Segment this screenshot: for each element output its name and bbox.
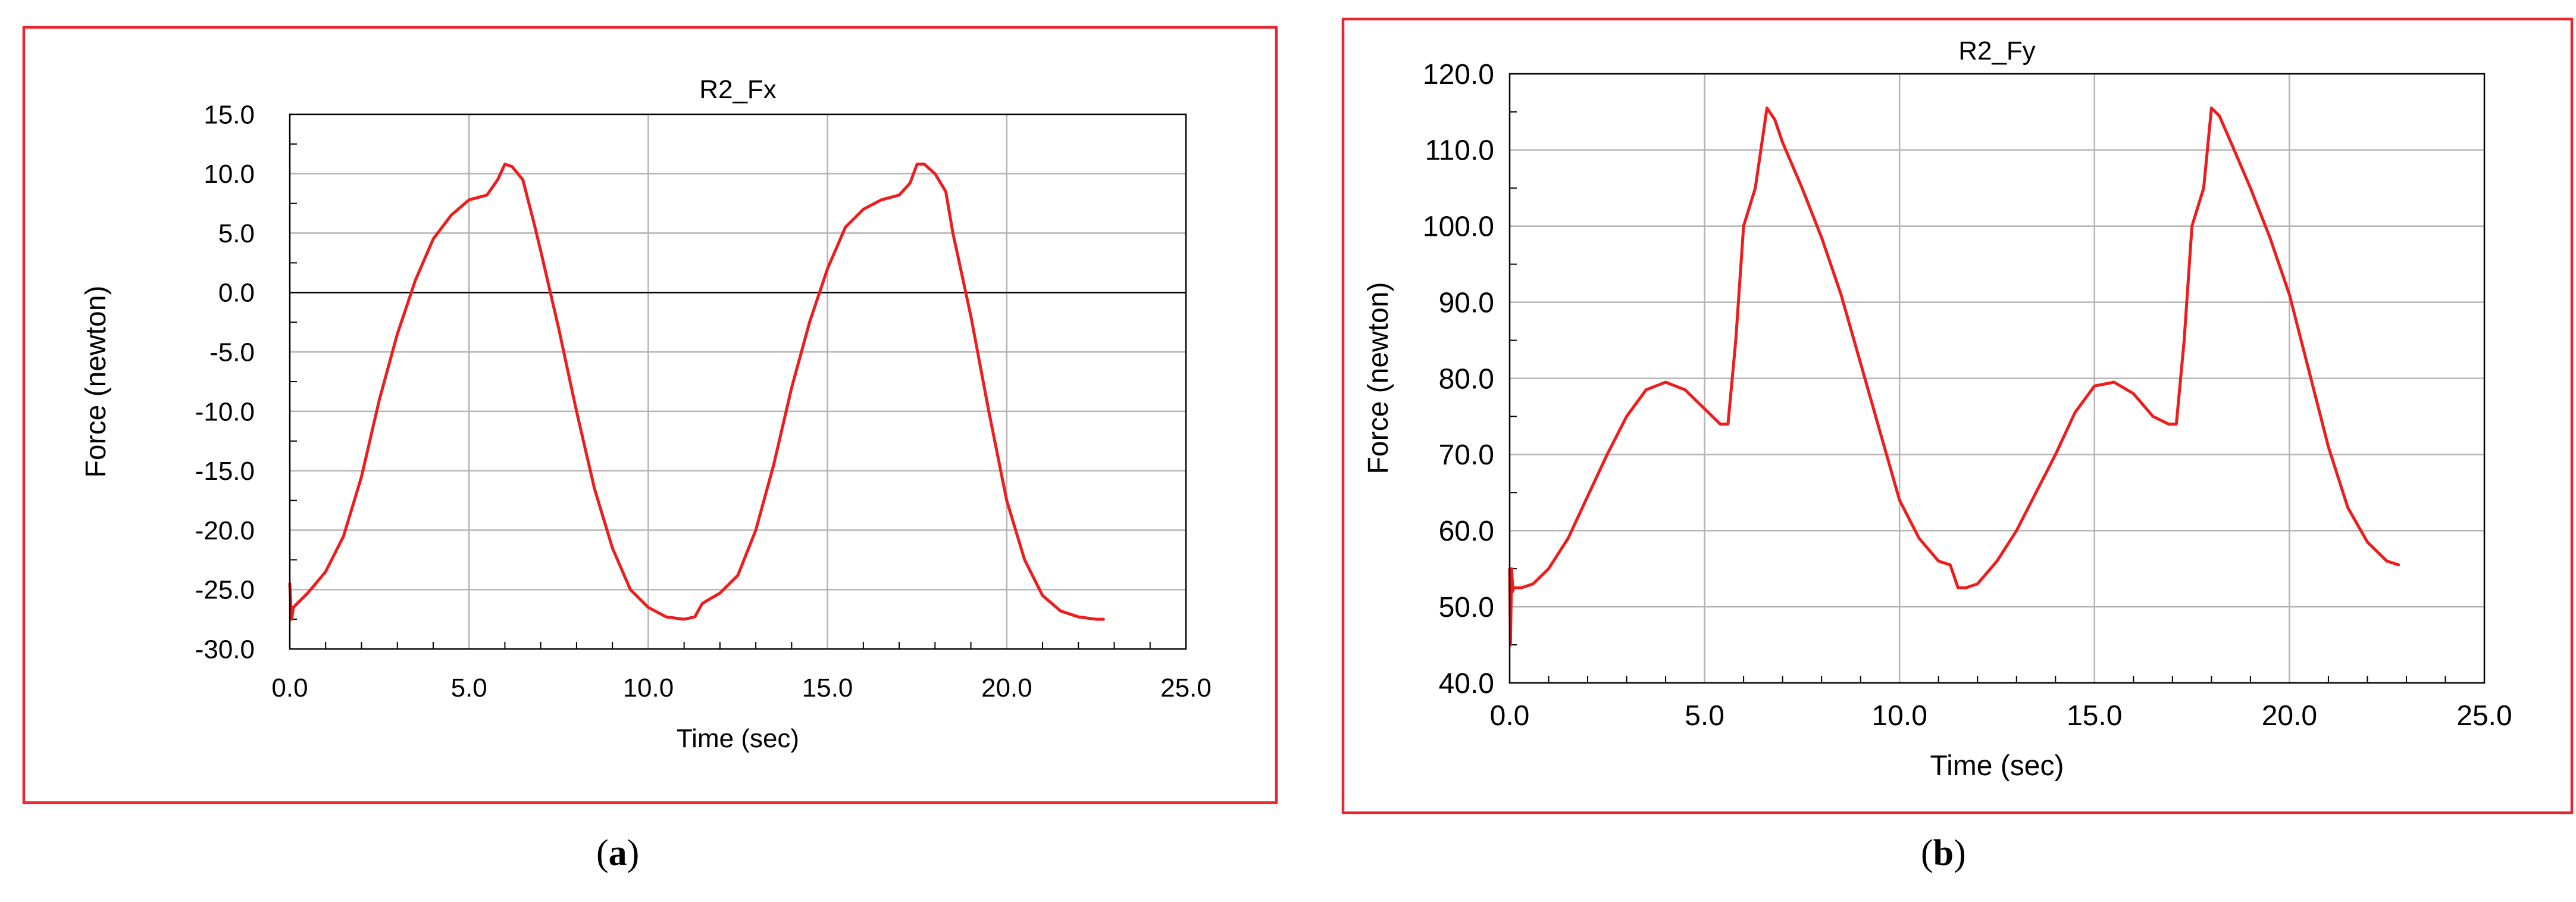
ticks-a	[290, 143, 1151, 649]
caption-a: (a)	[596, 833, 640, 873]
series-line-a	[288, 163, 1105, 621]
x-tick-label: 15.0	[2067, 700, 2122, 732]
y-tick-label: -25.0	[195, 576, 255, 605]
tick-labels-a: 0.0 5.0 10.0 15.0 20.0 25.0 15.0 10.0 5.0 0.0 -5.0…	[195, 100, 1212, 703]
caption-b: (b)	[1921, 833, 1966, 873]
chart-a: 0.0 5.0 10.0 15.0 20.0 25.0 15.0 10.0 5.0 0.0 -5.0…	[22, 26, 1278, 804]
plot-border-b	[1508, 73, 2486, 684]
y-tick-label: -20.0	[195, 516, 255, 545]
x-tick-label: 5.0	[1685, 700, 1724, 732]
tick-labels-b: 0.0 5.0 10.0 15.0 20.0 25.0 120.0 110.0 100.0 90.…	[1423, 59, 2512, 732]
y-tick-label: 15.0	[204, 100, 255, 129]
grid-b	[1510, 74, 2484, 683]
caption-letter-b: b	[1933, 833, 1954, 873]
y-tick-label: 80.0	[1439, 363, 1494, 395]
y-tick-label: 120.0	[1423, 59, 1494, 90]
y-tick-label: 60.0	[1439, 516, 1494, 547]
x-tick-label: 20.0	[981, 673, 1032, 703]
y-tick-label: 110.0	[1425, 135, 1494, 167]
y-tick-label: -5.0	[209, 338, 255, 367]
x-axis-label-b: Time (sec)	[1930, 750, 2064, 782]
x-tick-label: 0.0	[1490, 700, 1530, 732]
caption-letter-a: a	[608, 833, 627, 873]
y-axis-label-a: Force (newton)	[80, 286, 112, 478]
y-tick-label: -30.0	[195, 635, 255, 664]
y-tick-label: -15.0	[195, 457, 255, 486]
plot-border-a	[289, 113, 1187, 650]
y-tick-label: 0.0	[218, 279, 255, 308]
x-tick-label: 10.0	[1871, 700, 1927, 732]
y-tick-label: 10.0	[204, 160, 255, 189]
x-tick-label: 10.0	[623, 673, 674, 703]
x-tick-label: 25.0	[2456, 700, 2512, 732]
y-axis-label-b: Force (newton)	[1363, 282, 1394, 475]
x-tick-label: 20.0	[2262, 700, 2317, 732]
x-axis-label-a: Time (sec)	[677, 724, 799, 753]
y-tick-label: 90.0	[1439, 287, 1494, 319]
y-tick-label: 70.0	[1439, 439, 1494, 471]
x-tick-label: 5.0	[451, 673, 487, 703]
series-line-b	[1508, 107, 2400, 647]
y-tick-label: 40.0	[1439, 668, 1494, 700]
x-tick-label: 0.0	[271, 673, 308, 703]
frame-a	[22, 26, 1278, 804]
chart-title-a: R2_Fx	[699, 75, 777, 104]
chart-title-b: R2_Fy	[1958, 36, 2036, 65]
x-tick-label: 15.0	[802, 673, 853, 703]
y-tick-label: 50.0	[1439, 592, 1494, 623]
y-tick-label: -10.0	[195, 397, 255, 426]
chart-b: 0.0 5.0 10.0 15.0 20.0 25.0 120.0 110.0 100.0 90.…	[1341, 17, 2574, 814]
x-tick-label: 25.0	[1160, 673, 1212, 703]
y-tick-label: 5.0	[218, 219, 255, 248]
y-tick-label: 100.0	[1423, 211, 1494, 243]
frame-b	[1341, 17, 2574, 814]
